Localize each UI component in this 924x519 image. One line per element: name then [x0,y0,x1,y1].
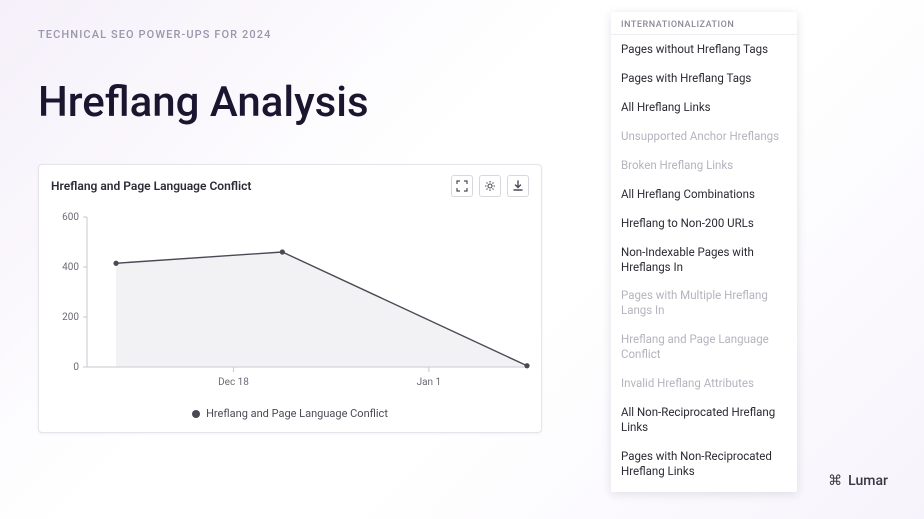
settings-button[interactable] [479,175,501,197]
brand-icon: ⌘ [828,474,842,488]
legend-label: Hreflang and Page Language Conflict [206,407,388,420]
page-title: Hreflang Analysis [38,78,369,127]
svg-text:0: 0 [73,362,79,373]
menu-item[interactable]: Hreflang to Non-200 URLs [611,209,797,238]
svg-text:Jan 1: Jan 1 [417,377,442,388]
fullscreen-icon [456,180,468,192]
download-button[interactable] [507,175,529,197]
menu-item[interactable]: Hreflang and Page Language Conflict [611,325,797,369]
chart-plot: 0 200 400 600 Dec 18 Jan 1 [49,211,531,391]
menu-item[interactable]: Invalid Hreflang Attributes [611,369,797,398]
menu-item[interactable]: Pages without Hreflang Tags [611,35,797,64]
svg-text:Dec 18: Dec 18 [218,377,249,388]
menu-heading: INTERNATIONALIZATION [611,12,797,35]
download-icon [512,180,524,192]
menu-item[interactable]: Pages with Hreflang Tags [611,64,797,93]
chart-header: Hreflang and Page Language Conflict [39,165,541,205]
menu-item[interactable]: All Non-Reciprocated Hreflang Links [611,398,797,442]
eyebrow: TECHNICAL SEO POWER-UPS FOR 2024 [38,28,271,41]
chart-body: 0 200 400 600 Dec 18 Jan 1 [39,205,541,399]
internationalization-menu: INTERNATIONALIZATION Pages without Hrefl… [611,12,797,492]
menu-item[interactable]: All Hreflang Links [611,93,797,122]
svg-text:600: 600 [62,212,79,223]
menu-item[interactable]: Pages with Non-Reciprocated Hreflang Lin… [611,442,797,486]
svg-text:400: 400 [62,262,79,273]
menu-item[interactable]: Pages with Multiple Hreflang Langs In [611,281,797,325]
gear-icon [484,180,496,192]
menu-item[interactable]: Broken Hreflang Links [611,151,797,180]
chart-title: Hreflang and Page Language Conflict [51,179,251,193]
menu-item[interactable]: Non-Indexable Pages with Hreflangs In [611,238,797,282]
brand-name: Lumar [848,473,888,489]
chart-legend: Hreflang and Page Language Conflict [39,399,541,432]
svg-text:200: 200 [62,312,79,323]
legend-marker-icon [192,410,200,418]
chart-card: Hreflang and Page Language Conflict 0 200 [38,164,542,433]
fullscreen-button[interactable] [451,175,473,197]
chart-toolbar [451,175,529,197]
menu-item[interactable]: Unsupported Anchor Hreflangs [611,122,797,151]
menu-item[interactable]: All Hreflang Combinations [611,180,797,209]
brand-logo: ⌘ Lumar [828,473,888,489]
